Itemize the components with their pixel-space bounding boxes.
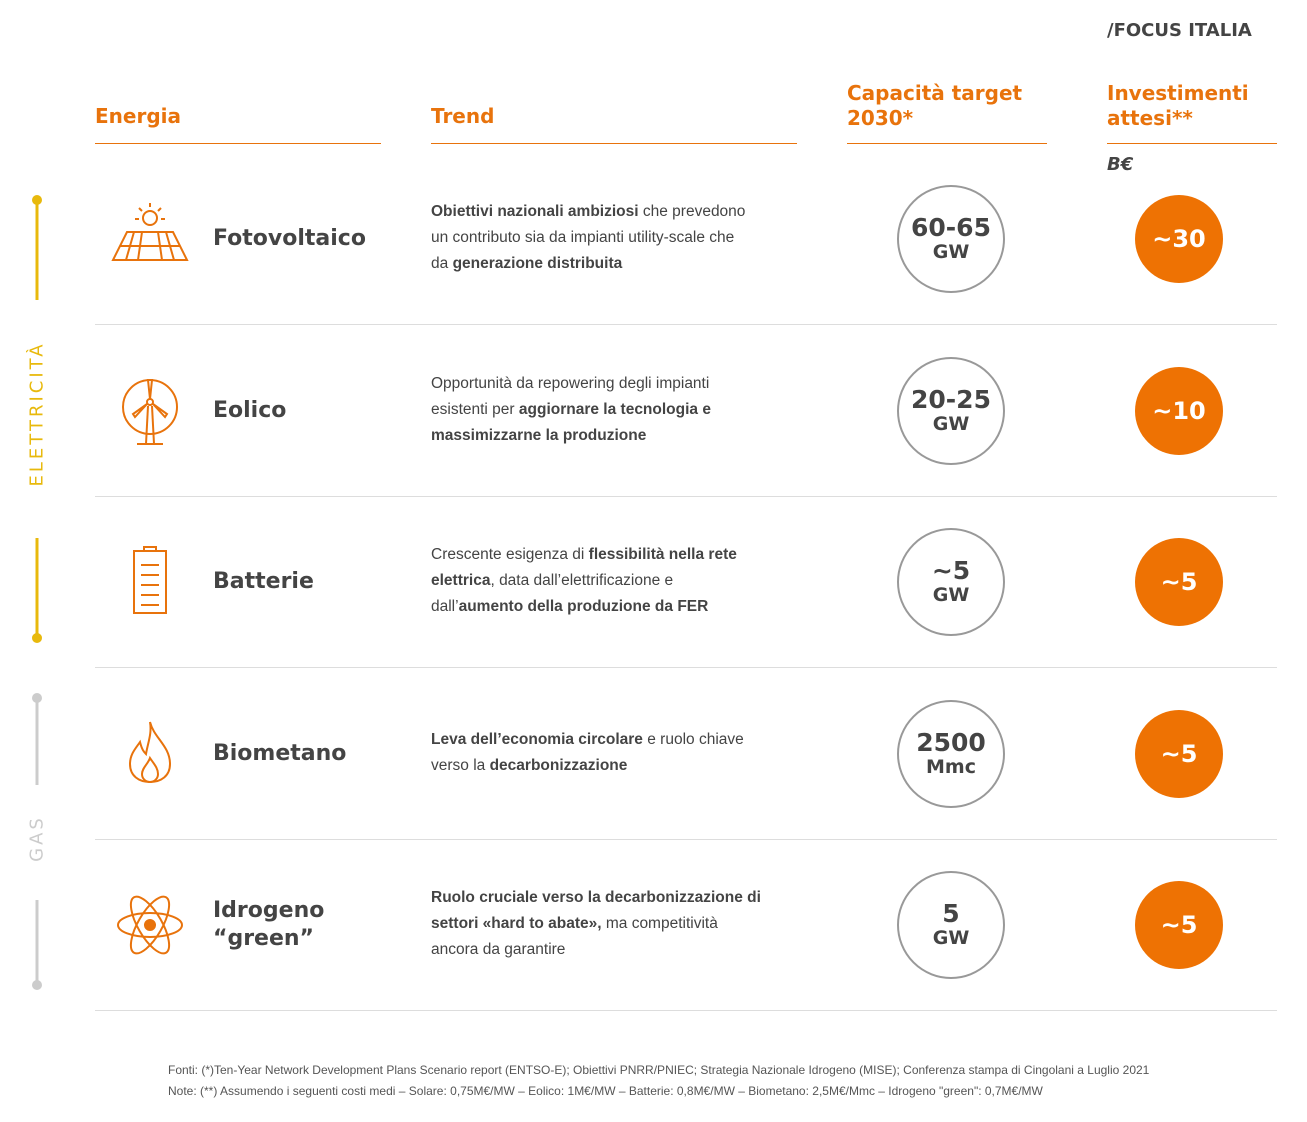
energy-name-text: Fotovoltaico (213, 226, 366, 251)
trend-line: massimizzarne la produzione (431, 423, 711, 449)
trend-segment: elettrica (431, 572, 491, 589)
section-bar (32, 195, 42, 990)
trend-segment: aggiornare la tecnologia e (518, 400, 711, 418)
capacity-value: 5 (942, 899, 960, 928)
trend-segment: settori «hard to abate», (431, 915, 602, 932)
header-rule (1107, 143, 1277, 144)
trend-segment: flessibilità nella rete (588, 546, 737, 563)
trend-segment: Leva dell’economia circolare (431, 730, 643, 748)
trend-segment: Obiettivi nazionali ambiziosi (431, 203, 639, 220)
row-separator (95, 667, 1277, 668)
trend-line: Obiettivi nazionali ambiziosi che preved… (431, 199, 745, 225)
trend-line: elettrica, data dall’elettrificazione e (431, 568, 737, 594)
investment-circle: ~5 (1135, 881, 1223, 969)
section-label: GAS (26, 815, 48, 862)
investment-circle: ~5 (1135, 709, 1223, 798)
row-separator (95, 324, 1277, 325)
capacity-circle: 20-25 GW (897, 356, 1005, 465)
energy-name: Eolico (213, 383, 383, 439)
trend-segment: Crescente esigenza di (431, 546, 589, 563)
trend-line: da generazione distribuita (431, 251, 745, 277)
row-separator (95, 1010, 1277, 1011)
investment-circle: ~10 (1135, 366, 1223, 455)
investment-circle: ~5 (1135, 538, 1223, 626)
trend-segment: massimizzarne la produzione (431, 426, 647, 444)
trend-line: esistenti per aggiornare la tecnologia e (431, 397, 711, 423)
wind-icon (122, 379, 178, 445)
column-header: Investimenti attesi** (1107, 81, 1249, 130)
trend-line: dall’aumento della produzione da FER (431, 594, 737, 620)
column-header: Capacità target 2030* (847, 81, 1023, 130)
energy-name: Biometano (213, 726, 383, 782)
trend-line: Crescente esigenza di flessibilità nella… (431, 542, 737, 568)
capacity-value: ~5 (931, 556, 971, 585)
trend-text: Obiettivi nazionali ambiziosi che preved… (431, 199, 745, 277)
atom-icon (117, 895, 183, 955)
trend-line: settori «hard to abate», ma competitivit… (431, 911, 761, 937)
energy-name-text: Batterie (213, 569, 314, 594)
footnote: Fonti: (*)Ten-Year Network Development P… (168, 1063, 1150, 1077)
trend-segment: dall’ (431, 598, 459, 615)
capacity-circle: 5 GW (897, 871, 1005, 979)
battery-icon (133, 546, 167, 614)
trend-line: Leva dell’economia circolare e ruolo chi… (431, 727, 744, 753)
capacity-value: 60-65 (911, 213, 991, 242)
trend-segment: esistenti per (431, 400, 519, 418)
capacity-unit: Mmc (926, 755, 976, 778)
section-label: ELETTRICITÀ (26, 341, 48, 487)
trend-segment: decarbonizzazione (489, 756, 628, 774)
capacity-unit: GW (932, 584, 970, 606)
trend-segment: , data dall’elettrificazione e (490, 572, 674, 589)
capacity-unit: GW (932, 241, 970, 263)
trend-segment: da (431, 255, 453, 272)
capacity-unit: GW (932, 927, 970, 949)
footnotes: Fonti: (*)Ten-Year Network Development P… (168, 1060, 1149, 1102)
column-header: Trend (431, 104, 495, 128)
trend-segment: che prevedono (638, 203, 746, 220)
trend-text: Ruolo cruciale verso la decarbonizzazion… (431, 885, 761, 963)
trend-text: Leva dell’economia circolare e ruolo chi… (431, 727, 744, 779)
capacity-unit: GW (932, 412, 970, 435)
capacity-circle: 2500 Mmc (897, 699, 1005, 808)
row-separator (95, 496, 1277, 497)
capacity-circle: 60-65 GW (897, 185, 1005, 293)
trend-line: un contributo sia da impianti utility-sc… (431, 225, 745, 251)
focus-label: /FOCUS ITALIA (1107, 20, 1252, 41)
energy-name: Idrogeno “green” (213, 897, 383, 953)
trend-line: ancora da garantire (431, 937, 761, 963)
energy-name: Fotovoltaico (213, 211, 383, 267)
unit-label: B€ (1107, 154, 1134, 175)
trend-line: verso la decarbonizzazione (431, 753, 744, 779)
energy-name-text: Biometano (213, 740, 347, 766)
trend-segment: Ruolo cruciale verso la decarbonizzazion… (431, 889, 761, 906)
header-rule (847, 143, 1047, 144)
energy-name: Batterie (213, 554, 383, 610)
solar-icon (111, 203, 189, 261)
energy-name-text: Eolico (213, 397, 287, 423)
header-rule (95, 143, 381, 144)
energy-name-text: Idrogeno “green” (213, 898, 325, 951)
investment-circle: ~30 (1135, 195, 1223, 283)
header-rule (431, 143, 797, 144)
flame-icon (128, 721, 172, 784)
trend-segment: e ruolo chiave (642, 730, 744, 748)
trend-segment: generazione distribuita (452, 255, 623, 272)
footnote: Note: (**) Assumendo i seguenti costi me… (168, 1084, 1043, 1098)
trend-text: Crescente esigenza di flessibilità nella… (431, 542, 737, 620)
trend-text: Opportunità da repowering degli impianti… (431, 371, 711, 449)
capacity-value: 2500 (916, 727, 986, 757)
trend-segment: ancora da garantire (431, 941, 566, 958)
trend-line: Ruolo cruciale verso la decarbonizzazion… (431, 885, 761, 911)
trend-line: Opportunità da repowering degli impianti (431, 371, 711, 397)
trend-segment: verso la (431, 756, 490, 774)
capacity-circle: ~5 GW (897, 528, 1005, 636)
trend-segment: aumento della produzione da FER (458, 598, 709, 615)
row-separator (95, 839, 1277, 840)
column-header: Energia (95, 104, 181, 128)
trend-segment: ma competitività (601, 915, 718, 932)
trend-segment: Opportunità da repowering degli impianti (431, 374, 710, 392)
trend-segment: un contributo sia da impianti utility-sc… (431, 229, 735, 246)
capacity-value: 20-25 (911, 384, 991, 414)
